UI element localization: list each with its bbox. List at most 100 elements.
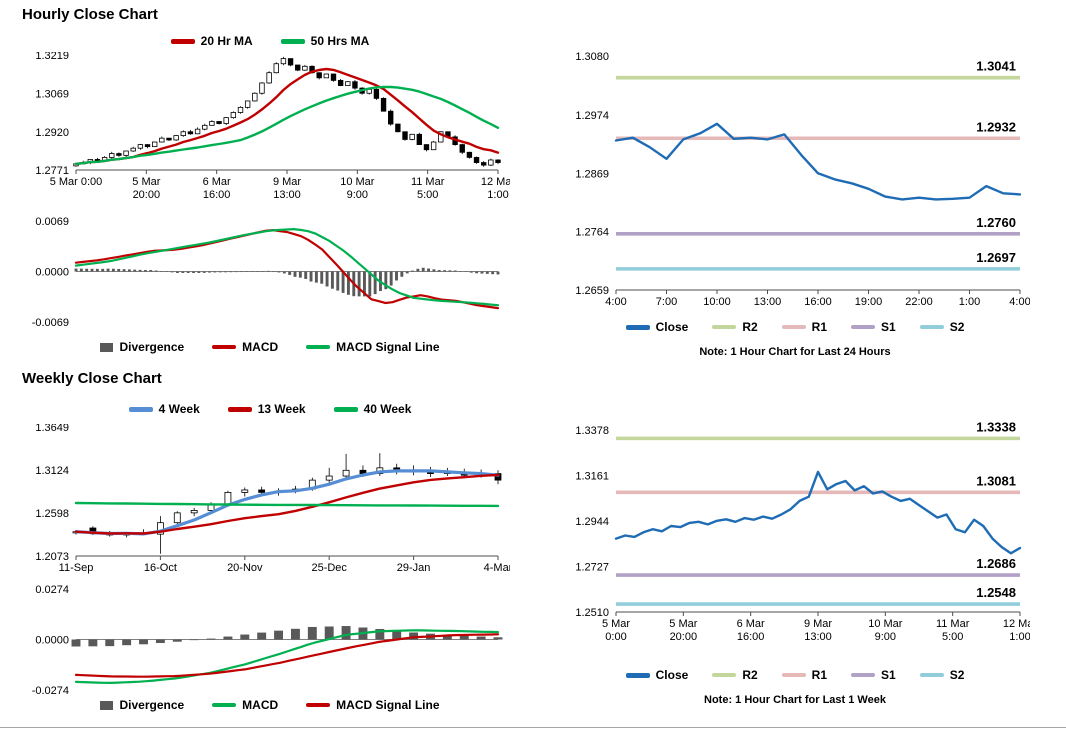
close-line (614, 122, 1022, 201)
legend-label: MACD Signal Line (336, 340, 440, 354)
legend-marker-close (625, 672, 650, 678)
svg-text:20-Nov: 20-Nov (227, 562, 263, 574)
svg-text:10 Mar: 10 Mar (868, 618, 903, 630)
svg-text:5:00: 5:00 (417, 189, 438, 201)
ma-line-20-hr-ma (74, 67, 500, 166)
svg-text:10:00: 10:00 (703, 296, 731, 308)
legend-marker-s2 (919, 325, 944, 329)
svg-text:1.2598: 1.2598 (35, 508, 69, 520)
legend-label: 50 Hrs MA (310, 34, 370, 48)
legend-marker-50-hrs-ma (280, 38, 305, 44)
svg-text:16:00: 16:00 (737, 631, 765, 643)
weekly-sr-legend: Close R2 R1 S1 S2 (560, 668, 1030, 682)
svg-text:1.2869: 1.2869 (575, 168, 609, 180)
svg-text:6 Mar: 6 Mar (203, 176, 231, 188)
svg-text:6 Mar: 6 Mar (737, 618, 765, 630)
ma-line-50-hrs-ma (74, 85, 500, 166)
legend-label: MACD (242, 340, 279, 354)
legend-marker-close (625, 324, 650, 330)
svg-text:1.2510: 1.2510 (575, 607, 609, 619)
hourly-sr-note: Note: 1 Hour Chart for Last 24 Hours (699, 346, 891, 358)
legend-item-4-week: 4 Week (128, 402, 200, 416)
signal-line (74, 228, 500, 307)
legend-item-close: Close (625, 320, 688, 334)
legend-label: 4 Week (158, 402, 200, 416)
svg-text:0.0069: 0.0069 (35, 216, 69, 228)
legend-marker-divergence (100, 342, 114, 352)
legend-label: 20 Hr MA (200, 34, 253, 48)
legend-item-50-hrs-ma: 50 Hrs MA (280, 34, 370, 48)
hourly-ma-legend: 20 Hr MA 50 Hrs MA (30, 34, 510, 48)
svg-text:4:00: 4:00 (1009, 296, 1030, 308)
svg-text:4-Mar: 4-Mar (484, 562, 510, 574)
svg-text:5 Mar 0:00: 5 Mar 0:00 (50, 176, 103, 188)
legend-item-13-week: 13 Week (227, 402, 306, 416)
legend-marker-r1 (781, 325, 806, 329)
legend-item-r2: R2 (712, 320, 758, 334)
svg-text:9 Mar: 9 Mar (804, 618, 832, 630)
svg-text:1.2697: 1.2697 (976, 250, 1016, 265)
legend-label: Divergence (119, 340, 185, 354)
legend-marker-s2 (919, 673, 944, 677)
svg-text:5 Mar: 5 Mar (669, 618, 697, 630)
svg-text:1.2932: 1.2932 (976, 119, 1016, 134)
legend-label: R1 (811, 668, 827, 682)
legend-label: S2 (949, 320, 965, 334)
legend-marker-20-hr-ma (170, 38, 195, 44)
svg-text:1.3378: 1.3378 (575, 425, 609, 437)
svg-text:1.3081: 1.3081 (976, 473, 1016, 488)
svg-text:13:00: 13:00 (273, 189, 301, 201)
svg-text:1.3080: 1.3080 (575, 51, 609, 63)
svg-text:11-Sep: 11-Sep (59, 562, 94, 574)
svg-text:22:00: 22:00 (905, 296, 933, 308)
svg-text:1.2727: 1.2727 (575, 562, 609, 574)
svg-text:10 Mar: 10 Mar (340, 176, 375, 188)
legend-label: S1 (881, 668, 896, 682)
legend-item-close: Close (625, 668, 688, 682)
macd-line (74, 229, 500, 310)
legend-item-s1: S1 (851, 320, 896, 334)
svg-text:19:00: 19:00 (855, 296, 883, 308)
legend-item-macd-signal-line: MACD Signal Line (306, 698, 440, 712)
svg-text:0.0000: 0.0000 (35, 267, 69, 279)
svg-text:9 Mar: 9 Mar (273, 176, 301, 188)
svg-text:1.2974: 1.2974 (575, 110, 609, 122)
legend-marker-s1 (851, 325, 875, 329)
legend-item-r1: R1 (781, 320, 827, 334)
svg-text:5 Mar: 5 Mar (602, 618, 630, 630)
legend-item-macd: MACD (212, 698, 278, 712)
svg-text:-0.0069: -0.0069 (32, 317, 69, 328)
signal-line (74, 633, 500, 678)
svg-text:1.3124: 1.3124 (35, 465, 69, 477)
ma-line-13-week (74, 473, 500, 535)
legend-item-divergence: Divergence (100, 340, 184, 354)
svg-text:16:00: 16:00 (804, 296, 832, 308)
svg-text:0.0000: 0.0000 (35, 635, 69, 647)
svg-text:1.3041: 1.3041 (976, 59, 1016, 74)
legend-label: R1 (811, 320, 827, 334)
hourly-macd-legend: Divergence MACD MACD Signal Line (30, 340, 510, 354)
legend-label: MACD (242, 698, 279, 712)
legend-label: 40 Week (363, 402, 412, 416)
legend-marker-4-week (128, 406, 153, 412)
svg-text:1.3338: 1.3338 (976, 419, 1016, 434)
svg-text:1:00: 1:00 (959, 296, 980, 308)
svg-text:1.3219: 1.3219 (35, 52, 69, 62)
svg-text:11 Mar: 11 Mar (936, 618, 970, 630)
legend-marker-macd-signal-line (306, 703, 331, 707)
svg-text:12 Mar: 12 Mar (1003, 618, 1030, 630)
svg-text:0.0274: 0.0274 (35, 584, 69, 596)
legend-marker-r1 (781, 673, 806, 677)
svg-text:1.2659: 1.2659 (575, 285, 609, 297)
legend-item-s2: S2 (919, 320, 965, 334)
svg-text:12 Mar: 12 Mar (481, 176, 510, 188)
legend-label: Divergence (119, 698, 185, 712)
svg-text:13:00: 13:00 (804, 631, 832, 643)
svg-text:16:00: 16:00 (203, 189, 231, 201)
svg-text:1.2944: 1.2944 (575, 516, 609, 528)
legend-marker-macd (212, 345, 237, 349)
svg-text:1.2073: 1.2073 (35, 551, 69, 563)
legend-marker-s1 (851, 673, 875, 677)
weekly-macd-chart: 0.0274 0.0000 -0.0274 (32, 584, 503, 696)
